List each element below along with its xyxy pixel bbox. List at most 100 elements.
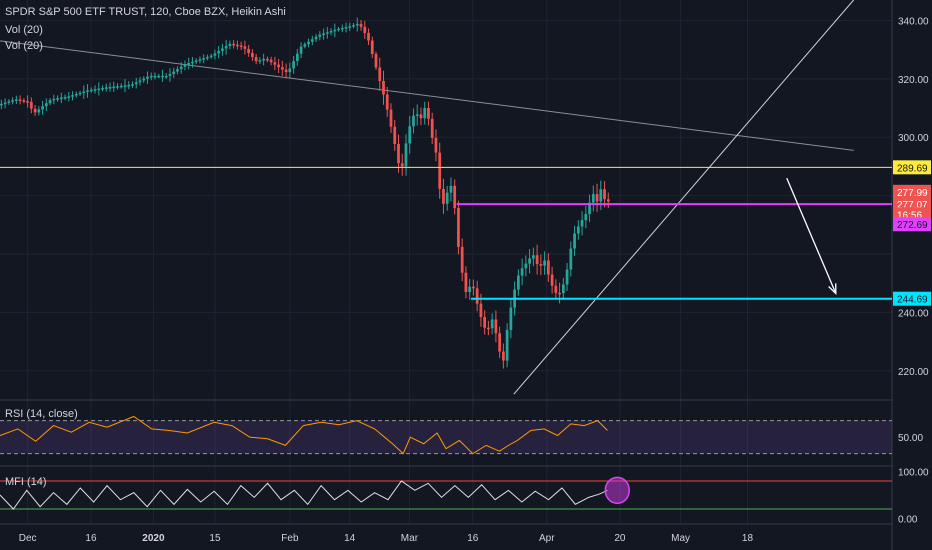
candle-body <box>153 75 157 78</box>
mfi-pane <box>0 476 892 510</box>
candle-body <box>172 71 176 75</box>
price-tag-label: 289.69 <box>897 163 928 174</box>
candle-body <box>479 303 483 318</box>
price-tag-background <box>893 160 931 175</box>
candle-body <box>453 185 457 209</box>
candle-body <box>254 57 258 62</box>
price-tag-label: 277.99 <box>897 188 928 199</box>
candle-body <box>329 31 333 33</box>
legend-title: SPDR S&P 500 ETF TRUST, 120, Cboe BZX, H… <box>5 6 286 18</box>
heikin-ashi-candles <box>0 17 610 369</box>
price-tag-label: 272.69 <box>897 220 928 231</box>
candle-body <box>490 319 494 329</box>
candle-body <box>404 143 408 167</box>
candle-body <box>134 82 138 85</box>
candle-body <box>123 85 127 87</box>
candle-body <box>502 351 505 361</box>
candle-body <box>389 109 393 127</box>
candle-body <box>198 59 202 61</box>
candle-body <box>97 88 101 91</box>
candle-body <box>292 61 295 69</box>
candle-body <box>460 246 464 273</box>
time-tick-label: 20 <box>614 533 626 544</box>
candle-body <box>599 189 603 202</box>
price-tag-label: 244.69 <box>897 295 928 306</box>
candle-body <box>179 66 183 70</box>
candle-body <box>11 100 14 102</box>
candle-body <box>573 233 576 249</box>
candle-body <box>224 46 228 49</box>
candle-body <box>374 54 378 68</box>
candle-body <box>393 126 397 144</box>
price-tick-label: 300.00 <box>898 133 929 144</box>
candle-body <box>52 98 56 101</box>
time-tick-label: 14 <box>344 533 356 544</box>
arrow-annotation[interactable] <box>786 177 837 295</box>
candle-body <box>400 163 404 167</box>
candle-body <box>520 268 524 276</box>
price-tag-label: 16:56 <box>897 210 922 221</box>
candle-body <box>561 284 565 294</box>
time-tick-label: 18 <box>742 533 754 544</box>
candle-body <box>157 75 161 78</box>
candle-body <box>269 59 273 63</box>
candle-body <box>307 41 310 45</box>
candle-body <box>187 63 191 65</box>
candle-body <box>355 23 359 26</box>
legend-volume-1: Vol (20) <box>5 24 43 36</box>
candle-body <box>277 64 280 68</box>
candle-body <box>138 80 142 83</box>
candle-body <box>430 118 434 138</box>
candle-body <box>576 226 580 234</box>
candle-body <box>26 101 29 103</box>
candle-body <box>528 258 531 264</box>
candle-body <box>397 143 400 164</box>
rsi-line <box>0 415 608 455</box>
trendlines[interactable] <box>0 0 855 395</box>
candle-body <box>41 106 44 110</box>
candle-body <box>322 33 325 35</box>
candle-body <box>78 92 82 95</box>
candle-body <box>314 36 318 40</box>
candle-body <box>232 43 236 46</box>
candle-body <box>127 84 131 87</box>
candle-body <box>262 58 265 61</box>
time-tick-label: 2020 <box>142 533 165 544</box>
candle-body <box>202 58 206 60</box>
candle-body <box>71 95 74 97</box>
time-tick-label: Mar <box>401 533 419 544</box>
candle-body <box>385 94 389 110</box>
candle-body <box>108 87 112 89</box>
time-tick-label: 16 <box>85 533 97 544</box>
candle-body <box>131 84 134 86</box>
candle-body <box>498 333 502 352</box>
candle-body <box>419 114 423 119</box>
candle-body <box>146 76 149 79</box>
candle-body <box>434 137 438 153</box>
candle-body <box>303 44 307 47</box>
candle-body <box>449 185 453 193</box>
time-axis[interactable]: Dec 16 2020 15 Feb 14 Mar 16 Apr 20 May 18 <box>19 533 754 544</box>
price-axis[interactable]: 340.00 320.00 300.00 240.00 220.00 50.00 100.0… <box>893 0 932 550</box>
time-tick-label: 16 <box>467 533 479 544</box>
candle-body <box>251 52 254 58</box>
price-axis-background <box>893 0 932 550</box>
candle-body <box>352 25 355 27</box>
price-tag-background <box>893 184 931 199</box>
candle-body <box>509 307 513 330</box>
candle-body <box>93 89 97 91</box>
candle-body <box>86 90 89 92</box>
horizontal-levels[interactable] <box>0 166 892 300</box>
candle-body <box>101 87 104 90</box>
candle-body <box>217 50 221 54</box>
candle-body <box>505 329 509 361</box>
candle-body <box>176 69 179 72</box>
candle-body <box>310 39 314 42</box>
candle-body <box>531 255 535 259</box>
candle-body <box>209 55 213 58</box>
candle-body <box>588 202 591 215</box>
time-tick-label: 15 <box>209 533 221 544</box>
candle-body <box>580 220 584 227</box>
candle-body <box>591 194 595 203</box>
